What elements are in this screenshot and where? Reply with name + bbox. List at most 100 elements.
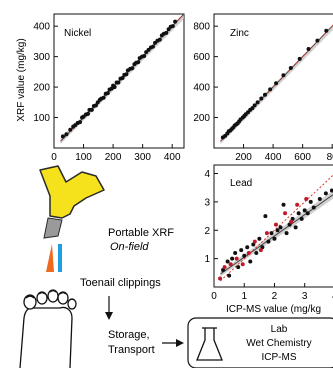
zinc-x-tick-label: 80 xyxy=(327,152,333,163)
lead-point xyxy=(218,276,223,281)
zinc-x-tick-label: 200 xyxy=(235,152,252,163)
lead-point xyxy=(248,259,253,264)
lead-point xyxy=(281,202,286,207)
lead-point xyxy=(233,250,238,255)
lead-x-tick-label: 2 xyxy=(272,291,278,302)
nickel-point xyxy=(170,24,175,29)
lead-fit-lines xyxy=(220,174,333,282)
zinc-point xyxy=(252,103,257,108)
zinc-y-ticks: 200 400 600 800 xyxy=(193,22,218,124)
lead-point xyxy=(266,239,271,244)
nickel-point xyxy=(124,72,129,77)
lead-point xyxy=(227,273,232,278)
lead-x-tick-label: 3 xyxy=(302,291,308,302)
lead-point xyxy=(239,248,244,253)
lead-point xyxy=(258,248,263,253)
nickel-point xyxy=(136,60,141,65)
lead-panel: Lead 0 1 2 3 4 1 2 3 4 xyxy=(204,164,333,302)
zinc-point xyxy=(306,47,311,52)
lead-point xyxy=(234,256,239,261)
lead-point xyxy=(222,265,227,270)
lead-y-tick-label: 4 xyxy=(204,169,210,180)
x-axis-label: ICP-MS value (mg/kg xyxy=(226,304,321,315)
flask-icon xyxy=(196,327,223,361)
lead-point xyxy=(263,214,268,219)
lead-fit-line xyxy=(220,194,333,275)
lead-x-tick-label: 0 xyxy=(211,291,217,302)
lead-point xyxy=(240,262,245,267)
toenail-label: Toenail clippings xyxy=(80,277,161,289)
nickel-x-tick-label: 300 xyxy=(134,152,151,163)
lead-point xyxy=(304,197,309,202)
lead-point xyxy=(236,265,241,270)
nickel-point xyxy=(130,66,135,71)
excitation-beam-icon xyxy=(46,244,54,272)
xrf-gun-icon xyxy=(39,165,105,239)
zinc-y-tick-label: 200 xyxy=(193,113,210,124)
zinc-point xyxy=(262,92,267,97)
nickel-point xyxy=(112,85,117,90)
lead-point xyxy=(329,188,333,193)
nickel-point xyxy=(101,95,106,100)
fluorescence-beam-icon xyxy=(58,244,62,272)
zinc-point xyxy=(255,100,260,105)
lead-point xyxy=(305,211,310,216)
lead-point xyxy=(283,211,288,216)
y-axis-label: XRF value (mg/kg) xyxy=(16,38,27,121)
lab-icpms: ICP-MS xyxy=(262,352,297,363)
lead-point xyxy=(289,219,294,224)
zinc-point xyxy=(250,106,255,111)
lead-point xyxy=(264,231,269,236)
zinc-point xyxy=(274,81,279,86)
zinc-y-tick-label: 600 xyxy=(193,52,210,63)
nickel-x-tick-label: 0 xyxy=(51,152,57,163)
lead-point xyxy=(296,211,301,216)
zinc-points xyxy=(220,28,329,140)
lead-point xyxy=(246,250,251,255)
zinc-title: Zinc xyxy=(230,28,249,39)
nickel-y-ticks: 100 200 300 400 xyxy=(33,22,58,124)
nickel-point xyxy=(142,54,147,59)
lead-point xyxy=(228,262,233,267)
lead-point xyxy=(245,245,250,250)
zinc-y-tick-label: 400 xyxy=(193,83,210,94)
lead-point xyxy=(254,250,259,255)
nickel-point xyxy=(64,132,69,137)
nickel-point xyxy=(89,107,94,112)
lead-points xyxy=(218,188,333,281)
lead-point xyxy=(295,202,300,207)
zinc-point xyxy=(268,87,273,92)
nickel-points xyxy=(60,19,178,139)
lead-point xyxy=(257,236,262,241)
nickel-point xyxy=(68,127,73,132)
zinc-point xyxy=(259,96,264,101)
lead-point xyxy=(278,225,283,230)
lead-point xyxy=(230,256,235,261)
lead-point xyxy=(284,231,289,236)
zinc-panel: Zinc 200 400 600 80 200 400 600 800 xyxy=(193,13,333,163)
zinc-x-ticks: 200 400 600 80 xyxy=(235,144,333,163)
lead-y-tick-label: 1 xyxy=(204,254,210,265)
lead-point xyxy=(275,228,280,233)
lead-y-tick-label: 2 xyxy=(204,226,210,237)
nickel-x-tick-label: 200 xyxy=(105,152,122,163)
nickel-x-tick-label: 400 xyxy=(164,152,181,163)
lead-point xyxy=(225,259,230,264)
nickel-y-tick-label: 300 xyxy=(33,52,50,63)
nickel-y-tick-label: 400 xyxy=(33,22,50,33)
zinc-x-tick-label: 400 xyxy=(265,152,282,163)
lead-x-tick-label: 1 xyxy=(241,291,247,302)
zinc-point xyxy=(281,73,286,78)
nickel-point xyxy=(157,37,162,42)
lead-point xyxy=(272,236,277,241)
nickel-point xyxy=(78,120,82,125)
lead-y-ticks: 1 2 3 4 xyxy=(204,169,218,265)
lab-title: Lab xyxy=(271,324,288,335)
lead-point xyxy=(323,191,328,196)
lead-y-tick-label: 3 xyxy=(204,197,210,208)
transport-label: Transport xyxy=(108,344,155,356)
xrf-sublabel: On-field xyxy=(110,241,149,253)
nickel-x-ticks: 0 100 200 300 400 xyxy=(51,144,181,163)
zinc-point xyxy=(324,28,329,33)
